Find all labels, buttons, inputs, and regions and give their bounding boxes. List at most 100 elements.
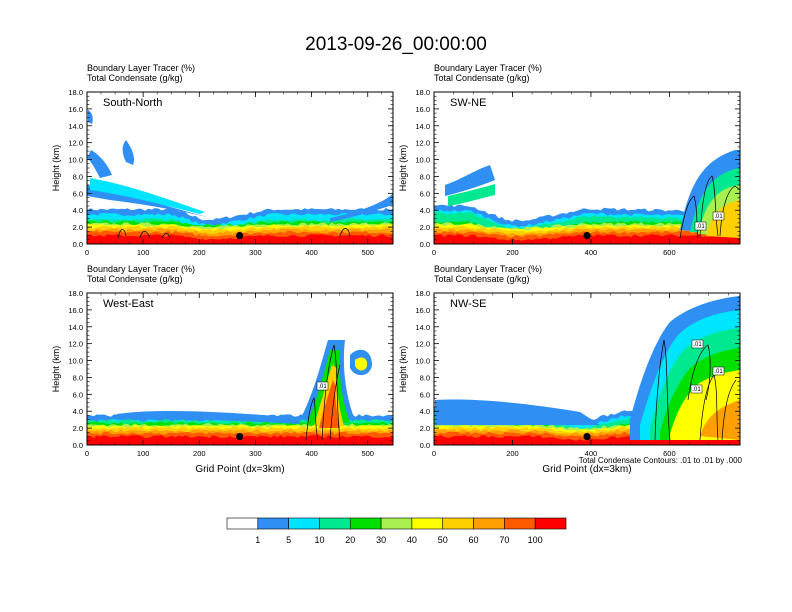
colorbar-label: 20 (345, 535, 355, 545)
contour-line (721, 379, 737, 441)
panel-label-condensate: Total Condensate (g/kg) (87, 274, 183, 284)
y-tick-label: 2.0 (73, 424, 83, 433)
colorbar-label: 60 (469, 535, 479, 545)
y-tick-label: 4.0 (73, 407, 83, 416)
panel-label-tracer: Boundary Layer Tracer (%) (434, 63, 542, 73)
colorbar-swatch (380, 517, 413, 530)
plume (87, 150, 112, 178)
x-tick-label: 500 (361, 449, 374, 458)
y-tick-label: 18.0 (415, 289, 430, 298)
plume (90, 178, 205, 214)
colorbar-label: 40 (407, 535, 417, 545)
contour-label-box (690, 384, 703, 394)
plume (435, 399, 600, 425)
colorbar-swatch (349, 517, 382, 530)
y-tick-label: 8.0 (420, 172, 430, 181)
panel-nw-se: Boundary Layer Tracer (%) Total Condensat… (398, 264, 741, 475)
location-marker (236, 433, 244, 441)
colorbar-label: 1 (255, 535, 260, 545)
panel-label-tracer: Boundary Layer Tracer (%) (87, 63, 195, 73)
x-tick-label: 0 (432, 449, 436, 458)
shaded-field: .01 .01 (434, 150, 740, 244)
y-tick-label: 16.0 (68, 105, 83, 114)
y-tick-label: 12.0 (68, 139, 83, 148)
y-tick-label: 12.0 (68, 340, 83, 349)
location-marker (236, 232, 244, 240)
shaded-field: .01 .01 .01 (434, 296, 740, 445)
contour-label-box (712, 211, 725, 221)
y-tick-label: 2.0 (420, 223, 430, 232)
contour-line (321, 344, 341, 441)
y-tick-label: 8.0 (420, 373, 430, 382)
figure-title: 2013-09-26_00:00:00 (305, 34, 487, 55)
panel-west-east: Boundary Layer Tracer (%)Total Condensat… (51, 264, 394, 475)
y-tick-label: 6.0 (73, 390, 83, 399)
colorbar-swatch (442, 517, 474, 530)
colorbar-label: 100 (528, 535, 543, 545)
plume (330, 188, 393, 222)
location-marker (583, 232, 591, 240)
panel-title: South-North (103, 97, 162, 109)
plume (355, 357, 368, 371)
footnote: Total Condensate Contours: .01 to .01 by… (579, 456, 743, 465)
y-tick-label: 18.0 (68, 289, 83, 298)
contour-label-box (316, 381, 329, 391)
panel-sw-ne: Boundary Layer Tracer (%)Total Condensat… (398, 63, 741, 257)
y-axis-label: Height (km) (398, 145, 408, 192)
y-tick-label: 2.0 (73, 223, 83, 232)
plume (700, 400, 740, 440)
y-tick-label: 8.0 (73, 172, 83, 181)
contour-label: .01 (692, 387, 701, 393)
x-tick-label: 0 (432, 248, 436, 257)
contour-label: .01 (714, 369, 723, 375)
contour-line (339, 228, 351, 237)
y-tick-label: 14.0 (68, 122, 83, 131)
x-tick-label: 400 (585, 449, 598, 458)
contour-line (329, 364, 341, 441)
panel-title: SW-NE (450, 97, 486, 109)
y-tick-label: 0.0 (420, 441, 430, 450)
y-tick-label: 16.0 (415, 105, 430, 114)
contour-label-box (694, 221, 707, 231)
y-tick-label: 4.0 (420, 206, 430, 215)
plume (445, 165, 495, 196)
x-tick-label: 0 (85, 248, 89, 257)
y-tick-label: 0.0 (73, 441, 83, 450)
contour-label: .01 (318, 384, 327, 390)
x-tick-label: 400 (585, 248, 598, 257)
colorbar-swatch (288, 517, 320, 530)
plume (88, 110, 93, 124)
x-tick-label: 200 (506, 449, 519, 458)
plume (122, 140, 135, 165)
plume (117, 411, 300, 424)
x-tick-label: 600 (663, 248, 676, 257)
contour-line (719, 185, 740, 237)
y-tick-label: 14.0 (415, 323, 430, 332)
colorbar-label: 5 (286, 535, 291, 545)
y-tick-label: 14.0 (415, 122, 430, 131)
shaded-field (87, 110, 393, 244)
contour-label: .01 (714, 214, 723, 220)
panel-south-north: Boundary Layer Tracer (%)Total Condensat… (51, 63, 394, 257)
colorbar-label: 10 (314, 535, 324, 545)
colorbar-label: 30 (376, 535, 386, 545)
x-tick-label: 300 (249, 248, 262, 257)
y-axis-label: Height (km) (398, 346, 408, 393)
y-tick-label: 2.0 (420, 424, 430, 433)
y-tick-label: 4.0 (420, 407, 430, 416)
colorbar-swatch (226, 517, 259, 530)
colorbar-label: 50 (438, 535, 448, 545)
x-tick-label: 600 (663, 449, 676, 458)
contour-line (139, 230, 151, 239)
y-tick-label: 10.0 (68, 156, 83, 165)
y-tick-label: 16.0 (415, 306, 430, 315)
x-tick-label: 300 (249, 449, 262, 458)
contour-label-box (712, 366, 725, 376)
y-tick-label: 10.0 (415, 357, 430, 366)
x-tick-label: 400 (305, 248, 318, 257)
panel-label-condensate: Total Condensate (g/kg) (87, 73, 183, 83)
plume (448, 184, 495, 206)
panel-label-tracer: Boundary Layer Tracer (%) (434, 264, 542, 274)
x-tick-label: 200 (193, 449, 206, 458)
